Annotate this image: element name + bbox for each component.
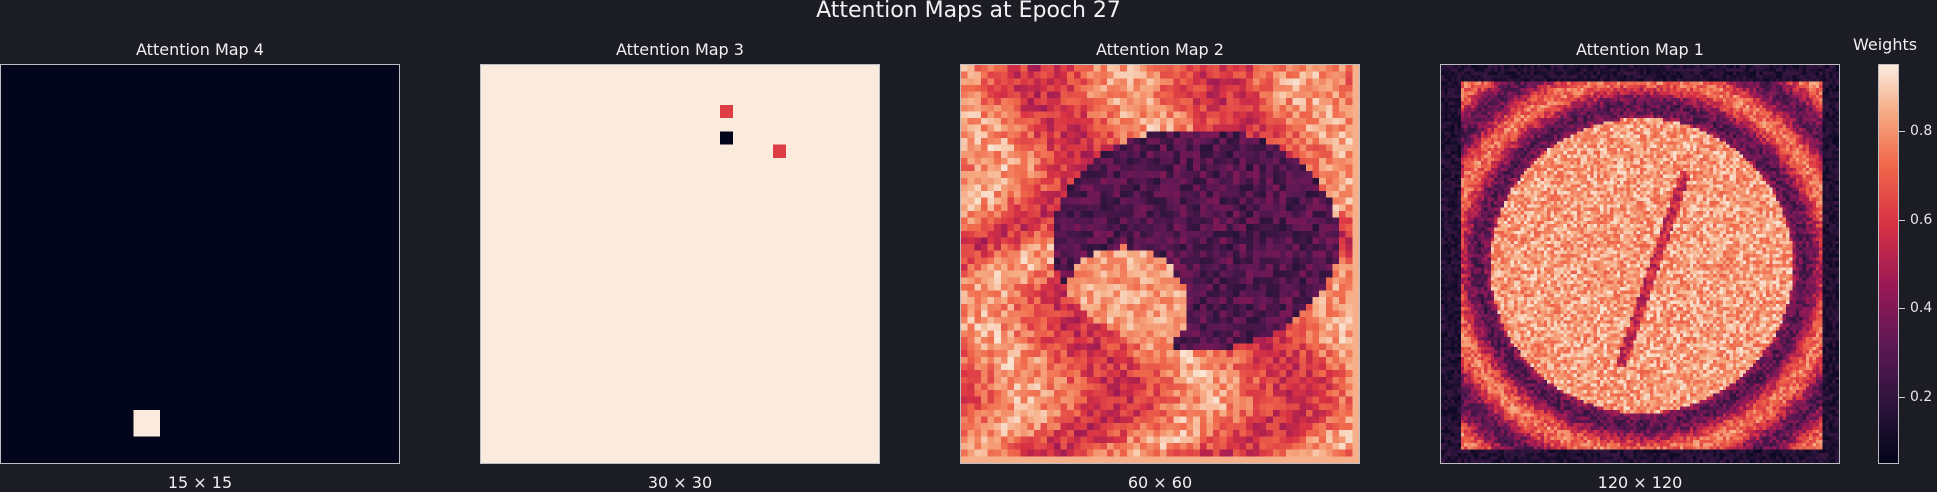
- colorbar-tick-label: 0.4: [1910, 300, 1933, 317]
- attention-map-2: [960, 64, 1360, 464]
- panel-title-map-3: Attention Map 3: [616, 40, 744, 59]
- panel-title-map-4: Attention Map 4: [136, 40, 264, 59]
- figure-title: Attention Maps at Epoch 27: [816, 0, 1121, 23]
- heatmap-canvas-2: [961, 65, 1359, 463]
- attention-map-3: [480, 64, 880, 464]
- attention-map-1: [1440, 64, 1840, 464]
- panel-size-map-2: 60 × 60: [1127, 473, 1193, 492]
- heatmap-canvas-4: [1, 65, 399, 463]
- heatmap-canvas-1: [1441, 65, 1839, 463]
- attention-map-4: [0, 64, 400, 464]
- colorbar-tick-label: 0.6: [1910, 211, 1933, 228]
- heatmap-canvas-3: [481, 65, 879, 463]
- colorbar-gradient: [1878, 64, 1899, 464]
- panel-title-map-1: Attention Map 1: [1576, 40, 1704, 59]
- colorbar-tick-label: 0.8: [1910, 122, 1933, 139]
- colorbar-tick-label: 0.2: [1910, 389, 1933, 406]
- colorbar-tick: [1899, 397, 1905, 399]
- colorbar-tick: [1899, 130, 1905, 132]
- colorbar-tick: [1899, 219, 1905, 221]
- panel-size-map-3: 30 × 30: [647, 473, 713, 492]
- panel-size-map-1: 120 × 120: [1597, 473, 1683, 492]
- panel-size-map-4: 15 × 15: [167, 473, 233, 492]
- colorbar: [1878, 64, 1899, 464]
- colorbar-title: Weights: [1853, 35, 1918, 54]
- panel-title-map-2: Attention Map 2: [1096, 40, 1224, 59]
- colorbar-tick: [1899, 308, 1905, 310]
